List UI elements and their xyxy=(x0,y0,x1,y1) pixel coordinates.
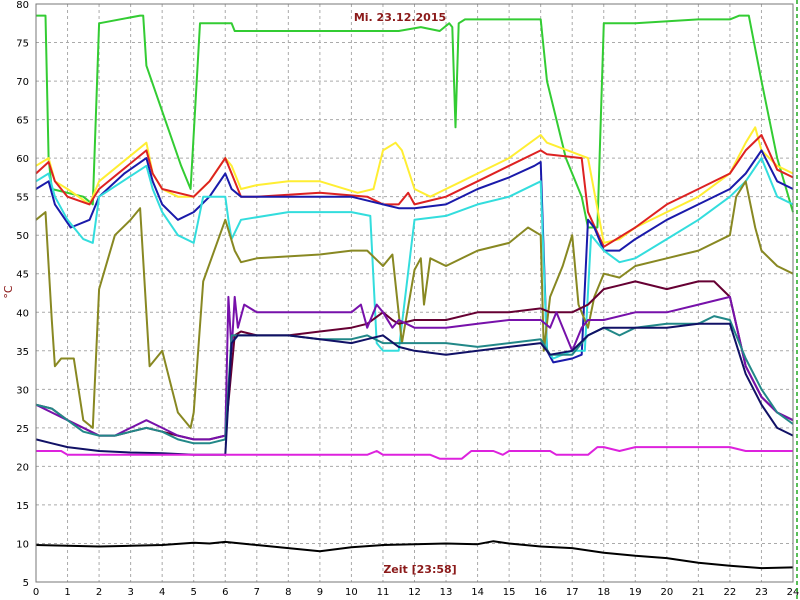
y-tick-label: 10 xyxy=(16,539,29,550)
x-tick-label: 11 xyxy=(377,587,390,598)
y-tick-label: 30 xyxy=(16,385,29,396)
y-tick-label: 45 xyxy=(16,270,29,281)
series-line-12 xyxy=(35,540,794,570)
x-axis-label: Zeit [23:58] xyxy=(383,563,456,576)
y-tick-label: 35 xyxy=(16,347,29,358)
y-tick-label: 20 xyxy=(16,462,29,473)
y-tick-labels: 5 10 15 20 25 30 35 40 45 50 55 60 65 70 75 80 xyxy=(16,0,29,589)
x-tick-label: 8 xyxy=(285,587,291,598)
y-tick-label: 55 xyxy=(16,193,29,204)
series-line-11 xyxy=(36,446,793,460)
y-tick-label: 75 xyxy=(16,39,29,50)
y-tick-label: 15 xyxy=(16,501,29,512)
x-tick-label: 5 xyxy=(191,587,197,598)
series-line-6 xyxy=(35,180,794,429)
x-tick-label: 17 xyxy=(566,587,579,598)
x-tick-label: 23 xyxy=(755,587,768,598)
x-tick-label: 7 xyxy=(254,587,260,598)
y-tick-label: 50 xyxy=(16,231,29,242)
series-line-8 xyxy=(35,295,794,441)
x-tick-label: 24 xyxy=(787,587,800,598)
x-tick-label: 18 xyxy=(597,587,610,598)
x-tick-label: 2 xyxy=(96,587,102,598)
plot-frame xyxy=(35,3,794,583)
x-tick-label: 22 xyxy=(724,587,737,598)
x-tick-label: 15 xyxy=(503,587,516,598)
y-tick-label: 65 xyxy=(16,116,29,127)
series-line-3 xyxy=(35,134,794,248)
y-axis-label: °C xyxy=(2,285,15,299)
x-tick-label: 12 xyxy=(408,587,421,598)
x-tick-label: 0 xyxy=(33,587,39,598)
x-tick-label: 14 xyxy=(471,587,484,598)
y-tick-label: 25 xyxy=(16,424,29,435)
x-tick-label: 4 xyxy=(159,587,165,598)
x-tick-label: 10 xyxy=(345,587,358,598)
x-tick-label: 1 xyxy=(64,587,70,598)
y-tick-label: 70 xyxy=(16,77,29,88)
x-tick-label: 21 xyxy=(692,587,705,598)
x-tick-label: 6 xyxy=(222,587,228,598)
x-tick-label: 20 xyxy=(660,587,673,598)
x-tick-label: 19 xyxy=(629,587,642,598)
x-tick-label: 9 xyxy=(317,587,323,598)
y-tick-label: 60 xyxy=(16,154,29,165)
grid xyxy=(36,4,793,582)
chart-title: Mi. 23.12.2015 xyxy=(354,11,446,24)
series-line-4 xyxy=(35,149,794,364)
series-line-9 xyxy=(35,315,794,445)
y-tick-label: 80 xyxy=(16,0,29,11)
series-line-1 xyxy=(36,14,794,229)
x-tick-labels: 0 1 2 3 4 5 6 7 8 9 10 11 12 13 14 15 16 17 18 19 20 21 22 23 24 xyxy=(33,587,800,598)
y-tick-label: 5 xyxy=(23,578,29,589)
series-group xyxy=(35,14,794,570)
y-tick-label: 40 xyxy=(16,308,29,319)
series-line-5 xyxy=(35,157,794,360)
x-tick-label: 3 xyxy=(127,587,133,598)
x-tick-label: 16 xyxy=(534,587,547,598)
x-tick-label: 13 xyxy=(440,587,453,598)
